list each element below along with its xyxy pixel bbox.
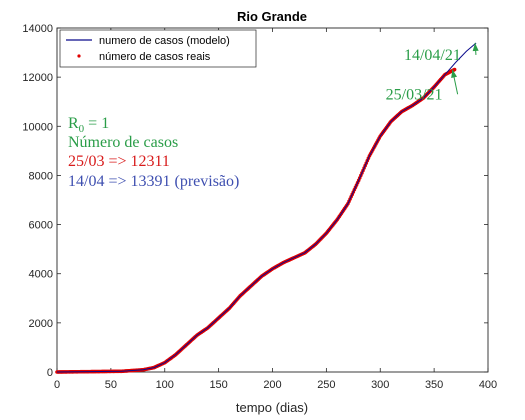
r0-value: = 1 <box>84 115 109 132</box>
legend-label-model: numero de casos (modelo) <box>99 35 230 47</box>
r0-subscript: 0 <box>79 123 85 135</box>
x-tick-label: 300 <box>371 379 389 391</box>
real-case-point <box>452 67 457 72</box>
x-tick-label: 350 <box>425 379 443 391</box>
chart-title: Rio Grande <box>237 9 307 24</box>
cases-real-line: 25/03 => 12311 <box>68 153 170 170</box>
y-tick-label: 4000 <box>29 269 53 281</box>
x-tick-label: 100 <box>156 379 174 391</box>
legend-label-real: número de casos reais <box>99 51 211 63</box>
y-tick-label: 2000 <box>29 318 53 330</box>
arrow-annotation: 14/04/21 <box>404 42 479 64</box>
arrow-annotation-label: 25/03/21 <box>386 86 443 103</box>
legend-dot-marker <box>77 54 81 58</box>
plot-area <box>56 27 489 373</box>
x-tick-label: 50 <box>105 379 117 391</box>
annotation-text-box: R0 = 1 Número de casos 25/03 => 12311 14… <box>68 115 239 190</box>
r0-line: R0 = 1 <box>68 115 109 135</box>
y-tick-label: 0 <box>47 367 53 379</box>
x-tick-label: 200 <box>263 379 281 391</box>
y-tick-label: 8000 <box>29 170 53 182</box>
axis-ticks: 0 50 100 150 200 250 300 350 4000200040006000800… <box>22 23 497 391</box>
cases-heading: Número de casos <box>68 134 178 151</box>
x-tick-label: 400 <box>479 379 497 391</box>
series-model-line <box>56 42 477 373</box>
arrow-annotation-label: 14/04/21 <box>404 47 461 64</box>
legend: numero de casos (modelo) número de casos… <box>59 29 257 68</box>
y-tick-label: 14000 <box>22 23 53 35</box>
series-layer <box>55 42 477 374</box>
x-tick-label: 150 <box>209 379 227 391</box>
r0-base: R <box>68 115 79 132</box>
arrow-annotation-head <box>451 69 458 78</box>
arrow-annotations: 14/04/21 25/03/21 <box>386 42 479 103</box>
y-tick-label: 12000 <box>22 72 53 84</box>
x-tick-label: 0 <box>54 379 60 391</box>
legend-box <box>59 29 257 68</box>
x-tick-label: 250 <box>317 379 335 391</box>
y-tick-label: 6000 <box>29 220 53 232</box>
arrow-annotation-head <box>472 42 479 52</box>
x-axis-label: tempo (dias) <box>236 400 308 415</box>
arrow-annotation: 25/03/21 <box>386 69 459 103</box>
cases-forecast-line: 14/04 => 13391 (previsão) <box>68 173 239 190</box>
y-tick-label: 10000 <box>22 121 53 133</box>
